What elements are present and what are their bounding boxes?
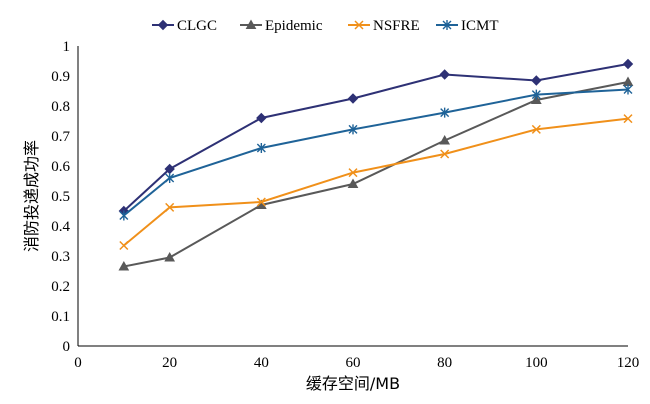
series-line: [123, 117, 629, 247]
data-point: [531, 124, 541, 134]
legend-item: NSFRE: [348, 18, 420, 34]
data-point: [439, 134, 451, 145]
y-tick-label: 0: [63, 339, 71, 355]
data-point: [119, 240, 129, 251]
series-clgc: [118, 58, 634, 217]
series-icmt: [119, 84, 633, 221]
data-point: [165, 202, 175, 212]
data-point: [440, 107, 450, 118]
y-tick-label: 1: [63, 39, 71, 55]
data-point: [348, 168, 358, 178]
x-tick-label: 60: [346, 355, 361, 371]
y-tick-label: 0.3: [51, 249, 70, 265]
legend-marker: [354, 20, 364, 30]
tick-labels: 0 0.1 0.2 0.3 0.4 0.5 0.6 0.7 0.8 0.9 1 0 20 40 60 80 10…: [51, 39, 639, 371]
y-tick-label: 0.6: [51, 159, 70, 175]
series-line: [123, 81, 629, 268]
y-tick-label: 0.5: [51, 189, 70, 205]
data-point: [347, 178, 359, 188]
legend-label: NSFRE: [373, 18, 420, 34]
data-point: [622, 76, 634, 86]
x-axis-title: 缓存空间/MB: [306, 374, 400, 393]
data-point: [531, 75, 542, 86]
y-tick-label: 0.9: [51, 69, 70, 85]
x-tick-label: 120: [617, 355, 640, 371]
y-tick-label: 0.2: [51, 279, 70, 295]
x-tick-label: 40: [254, 355, 269, 371]
x-tick-label: 80: [437, 355, 452, 371]
data-point: [119, 210, 129, 221]
data-point: [165, 173, 175, 183]
legend-marker: [245, 19, 257, 29]
data-point: [256, 112, 267, 124]
legend-item: CLGC: [152, 18, 217, 34]
y-tick-label: 0.7: [51, 129, 70, 145]
legend: CLGC Epidemic NSFRE ICMT: [152, 18, 499, 34]
series-nsfre: [119, 114, 633, 251]
axes: [77, 46, 628, 347]
data-point: [256, 143, 266, 153]
legend-label: Epidemic: [265, 18, 323, 34]
data-point: [531, 89, 541, 100]
series-line: [123, 63, 629, 212]
series-group: [118, 58, 634, 271]
legend-marker: [157, 19, 169, 31]
x-tick-label: 100: [525, 355, 548, 371]
data-point: [439, 69, 450, 80]
x-tick-label: 0: [74, 355, 82, 371]
data-point: [622, 58, 634, 70]
y-tick-label: 0.8: [51, 99, 70, 115]
series-epidemic: [118, 76, 634, 271]
legend-marker: [442, 20, 452, 30]
y-axis-title: 消防投递成功率: [22, 140, 41, 252]
legend-label: CLGC: [177, 18, 217, 34]
data-point: [118, 260, 130, 271]
x-tick-label: 20: [162, 355, 177, 371]
legend-item: Epidemic: [240, 18, 323, 34]
data-point: [256, 197, 266, 207]
data-point: [440, 149, 450, 159]
data-point: [623, 114, 633, 124]
legend-label: ICMT: [461, 18, 499, 34]
data-point: [348, 124, 358, 135]
y-tick-label: 0.1: [51, 309, 70, 325]
data-point: [623, 84, 633, 95]
y-tick-label: 0.4: [51, 219, 70, 235]
data-point: [347, 93, 359, 104]
data-point: [164, 251, 176, 262]
legend-item: ICMT: [436, 18, 499, 34]
